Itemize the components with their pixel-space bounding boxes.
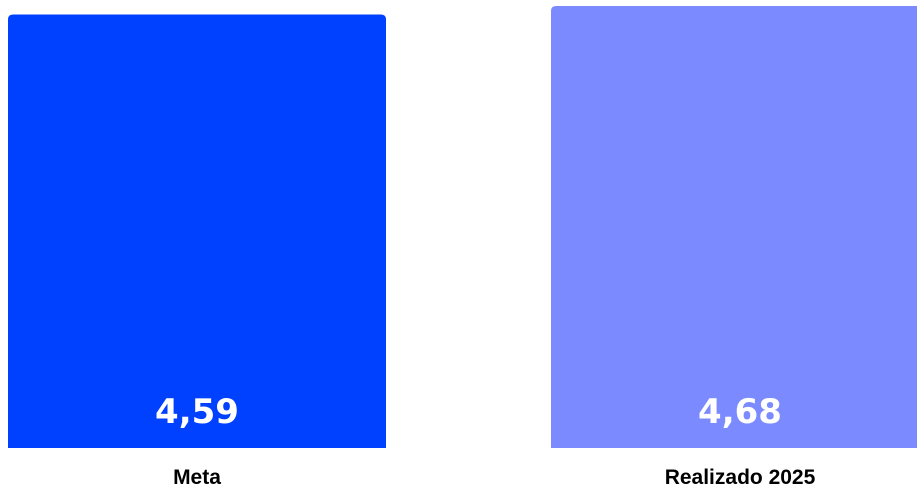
bar-value-label: 4,68 (698, 392, 782, 432)
bars-group (8, 6, 917, 448)
bar-value-label: 4,59 (155, 392, 239, 432)
bar-meta (8, 14, 386, 448)
bar-realizado-2025 (551, 6, 917, 448)
value-labels-group: 4,59 4,68 (155, 392, 782, 432)
category-label: Meta (173, 466, 221, 487)
category-label: Realizado 2025 (665, 466, 816, 487)
category-labels-group: Meta Realizado 2025 (173, 466, 816, 487)
